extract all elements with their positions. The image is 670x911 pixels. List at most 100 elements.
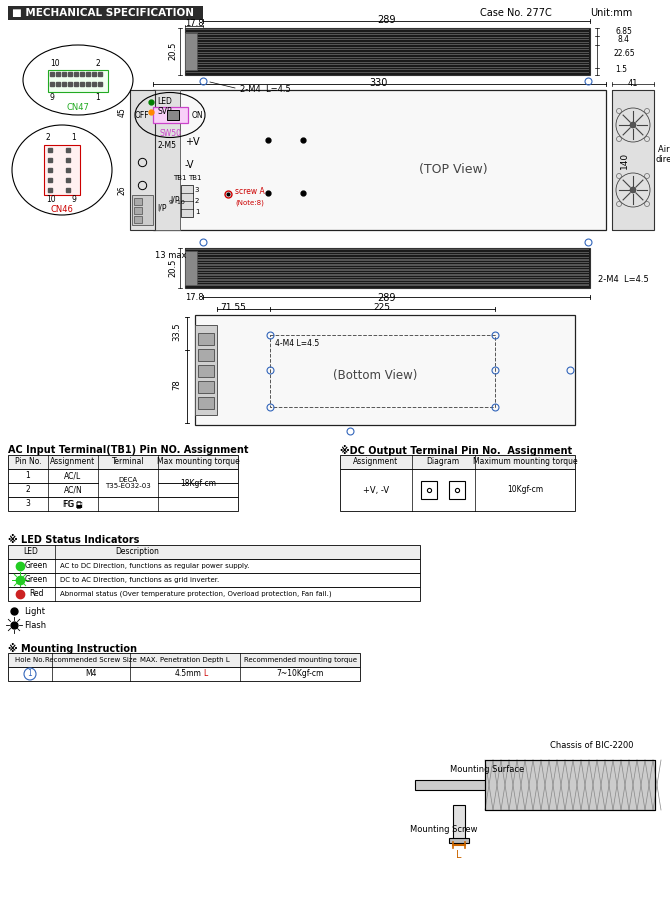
Text: 140: 140 <box>620 151 628 169</box>
Bar <box>99 483 158 484</box>
Bar <box>186 267 589 268</box>
Text: Diagram: Diagram <box>426 457 460 466</box>
Bar <box>186 59 589 60</box>
Text: 1.5: 1.5 <box>615 66 627 75</box>
Text: ■ MECHANICAL SPECIFICATION: ■ MECHANICAL SPECIFICATION <box>12 8 194 18</box>
Text: Case No. 277C: Case No. 277C <box>480 8 552 18</box>
Text: DECA
T35-EO32-03: DECA T35-EO32-03 <box>105 476 151 489</box>
Text: 1: 1 <box>95 93 100 101</box>
Bar <box>449 838 469 843</box>
Bar <box>186 62 589 63</box>
Bar <box>134 198 142 205</box>
Text: 10: 10 <box>50 59 60 68</box>
Text: Description: Description <box>115 548 159 557</box>
Text: Green: Green <box>24 561 48 570</box>
Bar <box>612 90 654 230</box>
Text: 6.85: 6.85 <box>615 27 632 36</box>
Bar <box>8 483 238 497</box>
Text: M4: M4 <box>85 670 96 679</box>
Text: Assignment: Assignment <box>50 457 96 466</box>
Bar <box>186 56 589 58</box>
Text: Air flow: Air flow <box>658 146 670 155</box>
Text: ※DC Output Terminal Pin No.  Assignment: ※DC Output Terminal Pin No. Assignment <box>340 445 572 456</box>
Bar <box>130 90 155 230</box>
Text: I/P: I/P <box>157 203 167 212</box>
Bar <box>340 455 575 469</box>
Bar <box>8 653 360 667</box>
Bar <box>186 270 589 271</box>
Bar <box>44 145 80 195</box>
Bar <box>186 32 589 33</box>
Text: CN46: CN46 <box>50 206 74 214</box>
Bar <box>340 469 575 511</box>
Text: 7~10Kgf-cm: 7~10Kgf-cm <box>276 670 324 679</box>
Text: 4.5mm: 4.5mm <box>175 670 202 679</box>
Text: Green: Green <box>24 576 48 585</box>
Text: SVR: SVR <box>157 107 172 117</box>
Text: direction: direction <box>655 156 670 165</box>
Bar <box>185 251 197 285</box>
Bar <box>186 42 589 43</box>
Bar <box>153 107 188 123</box>
Bar <box>449 481 465 499</box>
Bar <box>186 69 589 70</box>
Text: ※ Mounting Instruction: ※ Mounting Instruction <box>8 643 137 654</box>
Bar <box>198 333 214 345</box>
Bar <box>186 254 589 255</box>
Bar <box>8 455 238 469</box>
Bar <box>186 281 589 283</box>
Text: 10: 10 <box>46 196 56 204</box>
Bar <box>186 34 589 36</box>
Text: (Note:8): (Note:8) <box>235 200 264 206</box>
Text: 3: 3 <box>195 187 199 193</box>
Text: Terminal: Terminal <box>112 457 144 466</box>
Bar <box>186 44 589 46</box>
Bar <box>485 760 655 810</box>
Bar <box>153 90 180 230</box>
Bar <box>48 70 108 92</box>
Text: Recommended Screw Size: Recommended Screw Size <box>45 657 137 663</box>
Text: L: L <box>203 670 207 679</box>
Text: 78: 78 <box>172 380 182 391</box>
Bar <box>186 274 589 276</box>
Text: 1: 1 <box>27 670 32 679</box>
Text: (Bottom View): (Bottom View) <box>333 369 417 382</box>
Text: AC/L: AC/L <box>64 472 82 480</box>
Bar <box>181 185 193 217</box>
Text: 1: 1 <box>25 472 30 480</box>
Text: 26: 26 <box>117 185 127 195</box>
Bar <box>153 90 606 230</box>
Bar <box>8 469 238 483</box>
Bar <box>186 29 589 30</box>
Text: 17.8: 17.8 <box>185 293 203 302</box>
Text: DC to AC Direction, functions as grid inverter.: DC to AC Direction, functions as grid in… <box>60 577 219 583</box>
Text: 20.5: 20.5 <box>168 259 178 277</box>
Bar <box>421 481 437 499</box>
Bar <box>8 573 420 587</box>
Text: 10Kgf-cm: 10Kgf-cm <box>507 486 543 495</box>
Text: ※ LED Status Indicators: ※ LED Status Indicators <box>8 535 139 545</box>
Bar <box>8 587 420 601</box>
Bar <box>186 259 589 261</box>
Bar <box>453 805 465 843</box>
Text: AC Input Terminal(TB1) Pin NO. Assignment: AC Input Terminal(TB1) Pin NO. Assignmen… <box>8 445 249 455</box>
Text: +V: +V <box>185 137 200 147</box>
Text: 2: 2 <box>95 59 100 68</box>
Bar <box>8 559 420 573</box>
Text: FG ⬓: FG ⬓ <box>63 499 83 508</box>
Bar <box>186 284 589 286</box>
Bar <box>185 248 590 288</box>
Bar <box>186 46 589 48</box>
Text: 41: 41 <box>628 78 639 87</box>
Text: AC to DC Direction, functions as regular power supply.: AC to DC Direction, functions as regular… <box>60 563 249 569</box>
Text: 2: 2 <box>195 198 199 204</box>
Text: 2-M5: 2-M5 <box>157 140 176 149</box>
Bar <box>8 6 203 20</box>
Text: OFF: OFF <box>135 110 149 119</box>
Circle shape <box>630 122 636 128</box>
Bar <box>132 195 153 225</box>
Bar <box>198 349 214 361</box>
Bar <box>186 261 589 263</box>
Bar <box>195 315 575 425</box>
Bar <box>134 207 142 214</box>
